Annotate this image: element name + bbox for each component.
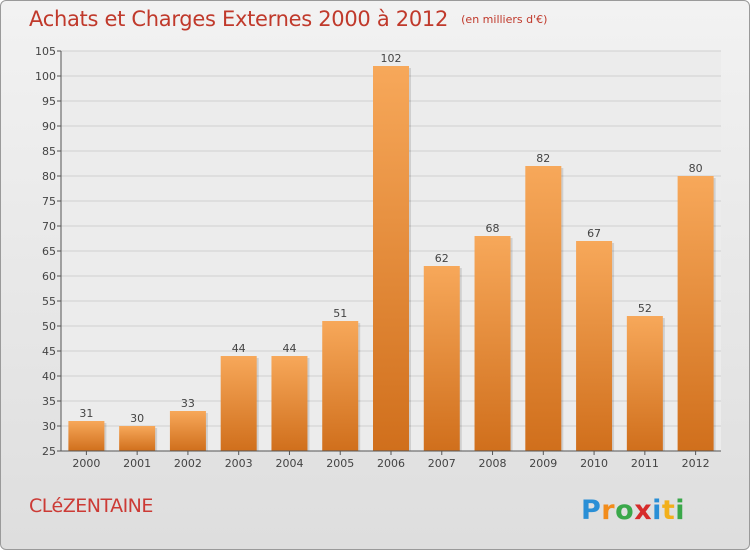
bar-value-label: 30	[130, 412, 144, 425]
bar	[626, 316, 663, 451]
y-tick-label: 80	[42, 170, 56, 183]
y-tick-label: 60	[42, 270, 56, 283]
bar-value-label: 52	[638, 302, 652, 315]
y-tick-label: 50	[42, 320, 56, 333]
y-tick-label: 55	[42, 295, 56, 308]
x-tick-label: 2005	[326, 457, 354, 470]
bar-value-label: 82	[536, 152, 550, 165]
y-tick-label: 100	[35, 70, 56, 83]
x-tick-label: 2012	[682, 457, 710, 470]
x-tick-label: 2008	[479, 457, 507, 470]
bar-value-label: 67	[587, 227, 601, 240]
y-tick-label: 75	[42, 195, 56, 208]
y-tick-label: 25	[42, 445, 56, 458]
bar	[525, 166, 562, 451]
svg-text:Proxiti: Proxiti	[581, 495, 685, 526]
bar-value-label: 80	[689, 162, 703, 175]
x-tick-label: 2002	[174, 457, 202, 470]
y-tick-label: 95	[42, 95, 56, 108]
bar-value-label: 33	[181, 397, 195, 410]
bar	[119, 426, 156, 451]
x-tick-label: 2011	[631, 457, 659, 470]
title-unit: (en milliers d'€)	[461, 13, 548, 26]
bar-value-label: 51	[333, 307, 347, 320]
bar-value-label: 44	[232, 342, 246, 355]
x-tick-label: 2007	[428, 457, 456, 470]
bar-value-label: 62	[435, 252, 449, 265]
y-tick-label: 35	[42, 395, 56, 408]
y-tick-label: 40	[42, 370, 56, 383]
x-tick-label: 2000	[72, 457, 100, 470]
x-tick-label: 2010	[580, 457, 608, 470]
x-tick-label: 2009	[529, 457, 557, 470]
proxiti-logo: Proxiti	[581, 495, 685, 526]
x-tick-label: 2003	[225, 457, 253, 470]
title-text: Achats et Charges Externes 2000 à 2012	[29, 7, 449, 31]
bar-value-label: 31	[79, 407, 93, 420]
y-tick-label: 90	[42, 120, 56, 133]
bar-value-label: 102	[381, 52, 402, 65]
bar	[322, 321, 359, 451]
bar-value-label: 44	[282, 342, 296, 355]
chart-title: Achats et Charges Externes 2000 à 2012 (…	[29, 7, 547, 31]
bar	[169, 411, 206, 451]
y-tick-label: 70	[42, 220, 56, 233]
bar	[474, 236, 511, 451]
bar	[423, 266, 460, 451]
bar	[271, 356, 308, 451]
bar-value-label: 68	[486, 222, 500, 235]
commune-name: CLéZENTAINE	[29, 495, 153, 517]
x-tick-label: 2004	[275, 457, 303, 470]
y-tick-label: 85	[42, 145, 56, 158]
bar	[373, 66, 409, 451]
y-tick-label: 65	[42, 245, 56, 258]
x-tick-label: 2006	[377, 457, 405, 470]
y-tick-label: 45	[42, 345, 56, 358]
y-tick-label: 30	[42, 420, 56, 433]
bar	[677, 176, 714, 451]
bar	[220, 356, 257, 451]
y-tick-label: 105	[35, 45, 56, 58]
bar	[68, 421, 105, 451]
bar	[576, 241, 613, 451]
x-tick-label: 2001	[123, 457, 151, 470]
